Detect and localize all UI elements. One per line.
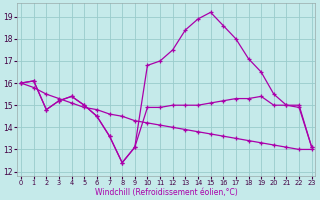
X-axis label: Windchill (Refroidissement éolien,°C): Windchill (Refroidissement éolien,°C) <box>95 188 238 197</box>
